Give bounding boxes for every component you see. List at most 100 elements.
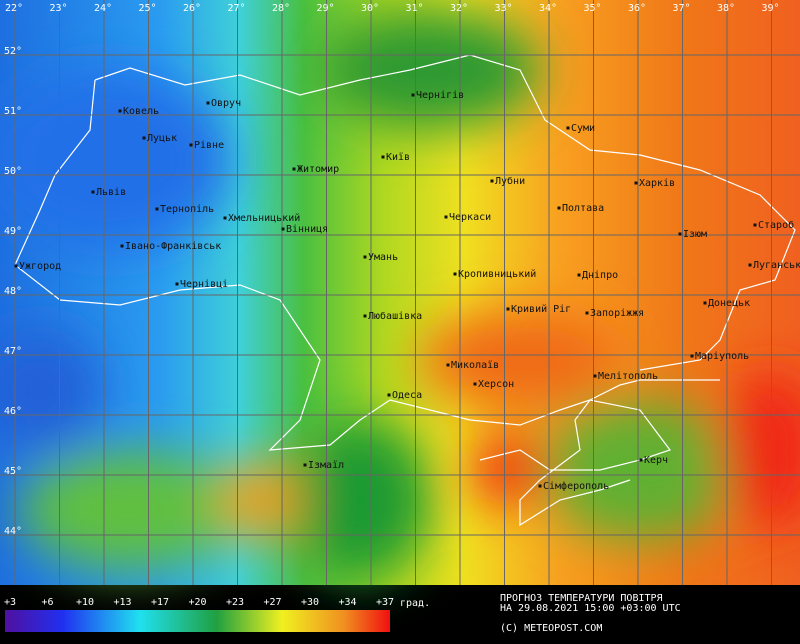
city-label: Суми [571, 123, 595, 134]
city-dot [507, 308, 510, 311]
legend-tick: +17 [151, 597, 169, 608]
latitude-label: 45° [4, 466, 22, 477]
city-label: Чернівці [180, 278, 228, 290]
longitude-label: 37° [673, 3, 691, 14]
city-dot [304, 464, 307, 467]
legend-tick: +6 [41, 597, 53, 608]
city-label: Керч [644, 455, 668, 466]
longitude-label: 34° [539, 3, 557, 14]
city-dot [364, 315, 367, 318]
city-dot [156, 208, 159, 211]
city-label: Ізюм [683, 229, 707, 240]
longitude-label: 31° [406, 3, 424, 14]
latitude-label: 52° [4, 46, 22, 57]
legend-tick: +20 [188, 597, 206, 608]
city-label: Донецьк [708, 298, 750, 309]
city-dot [679, 233, 682, 236]
city-label: Умань [368, 252, 398, 263]
city-label: Сімферополь [543, 480, 609, 492]
city-label: Чернігів [416, 89, 464, 101]
latitude-label: 50° [4, 166, 22, 177]
latitude-label: 44° [4, 526, 22, 537]
city-dot [15, 265, 18, 268]
city-dot [447, 364, 450, 367]
city-label: Харків [639, 177, 675, 189]
city-label: Кропивницький [458, 268, 536, 280]
city-dot [92, 191, 95, 194]
legend-tick: +30 [301, 597, 319, 608]
city-label: Запоріжжя [590, 307, 644, 319]
city-label: Житомир [297, 164, 339, 175]
city-dot [635, 182, 638, 185]
city-label: Львів [96, 186, 126, 198]
city-dot [364, 256, 367, 259]
latitude-label: 47° [4, 346, 22, 357]
city-dot [539, 485, 542, 488]
city-dot [224, 217, 227, 220]
longitude-label: 28° [272, 3, 290, 14]
city-label: Вінниця [286, 223, 328, 235]
legend-unit: град. [400, 598, 430, 609]
city-dot [704, 302, 707, 305]
longitude-label: 29° [317, 3, 335, 14]
latitude-label: 49° [4, 226, 22, 237]
longitude-label: 35° [584, 3, 602, 14]
latitude-label: 51° [4, 106, 22, 117]
city-dot [190, 144, 193, 147]
city-label: Кривий Ріг [511, 303, 571, 315]
longitude-label: 32° [450, 3, 468, 14]
city-label: Київ [386, 152, 410, 163]
longitude-label: 26° [183, 3, 201, 14]
city-dot [578, 274, 581, 277]
longitude-label: 25° [139, 3, 157, 14]
city-dot [474, 383, 477, 386]
city-dot [691, 355, 694, 358]
city-label: Рівне [194, 139, 224, 151]
latitude-label: 48° [4, 286, 22, 297]
city-dot [491, 180, 494, 183]
city-dot [119, 110, 122, 113]
caption-date: НА 29.08.2021 15:00 +03:00 UTC [500, 603, 681, 614]
city-dot [445, 216, 448, 219]
longitude-label: 23° [50, 3, 68, 14]
city-label: Одеса [392, 390, 422, 401]
legend-tick: +27 [263, 597, 281, 608]
city-label: Любашівка [368, 310, 422, 322]
city-dot [640, 459, 643, 462]
longitude-label: 24° [94, 3, 112, 14]
city-dot [293, 168, 296, 171]
city-dot [388, 394, 391, 397]
longitude-label: 30° [361, 3, 379, 14]
city-dot [454, 273, 457, 276]
longitude-label: 33° [495, 3, 513, 14]
city-label: Івано-Франківськ [125, 240, 221, 252]
city-dot [121, 245, 124, 248]
city-label: Черкаси [449, 212, 491, 223]
longitude-label: 39° [762, 3, 780, 14]
city-label: Мелітополь [598, 370, 658, 382]
city-label: Полтава [562, 203, 604, 214]
city-dot [594, 375, 597, 378]
legend-tick: +10 [76, 597, 94, 608]
longitude-label: 27° [228, 3, 246, 14]
city-dot [586, 312, 589, 315]
city-label: Ізмаїл [308, 460, 344, 471]
city-dot [412, 94, 415, 97]
longitude-label: 38° [717, 3, 735, 14]
city-label: Староб [758, 219, 794, 231]
city-label: Дніпро [582, 269, 618, 281]
city-dot [749, 264, 752, 267]
city-label: Ковель [123, 106, 159, 117]
city-dot [382, 156, 385, 159]
city-label: Овруч [211, 98, 241, 109]
city-label: Херсон [478, 379, 514, 390]
city-label: Лубни [495, 175, 525, 187]
legend-tick: +13 [113, 597, 131, 608]
city-dot [143, 137, 146, 140]
city-dot [754, 224, 757, 227]
caption-credit: (С) METEOPOST.COM [500, 623, 602, 634]
city-label: Луганськ [753, 260, 800, 271]
legend-tick: +23 [226, 597, 244, 608]
